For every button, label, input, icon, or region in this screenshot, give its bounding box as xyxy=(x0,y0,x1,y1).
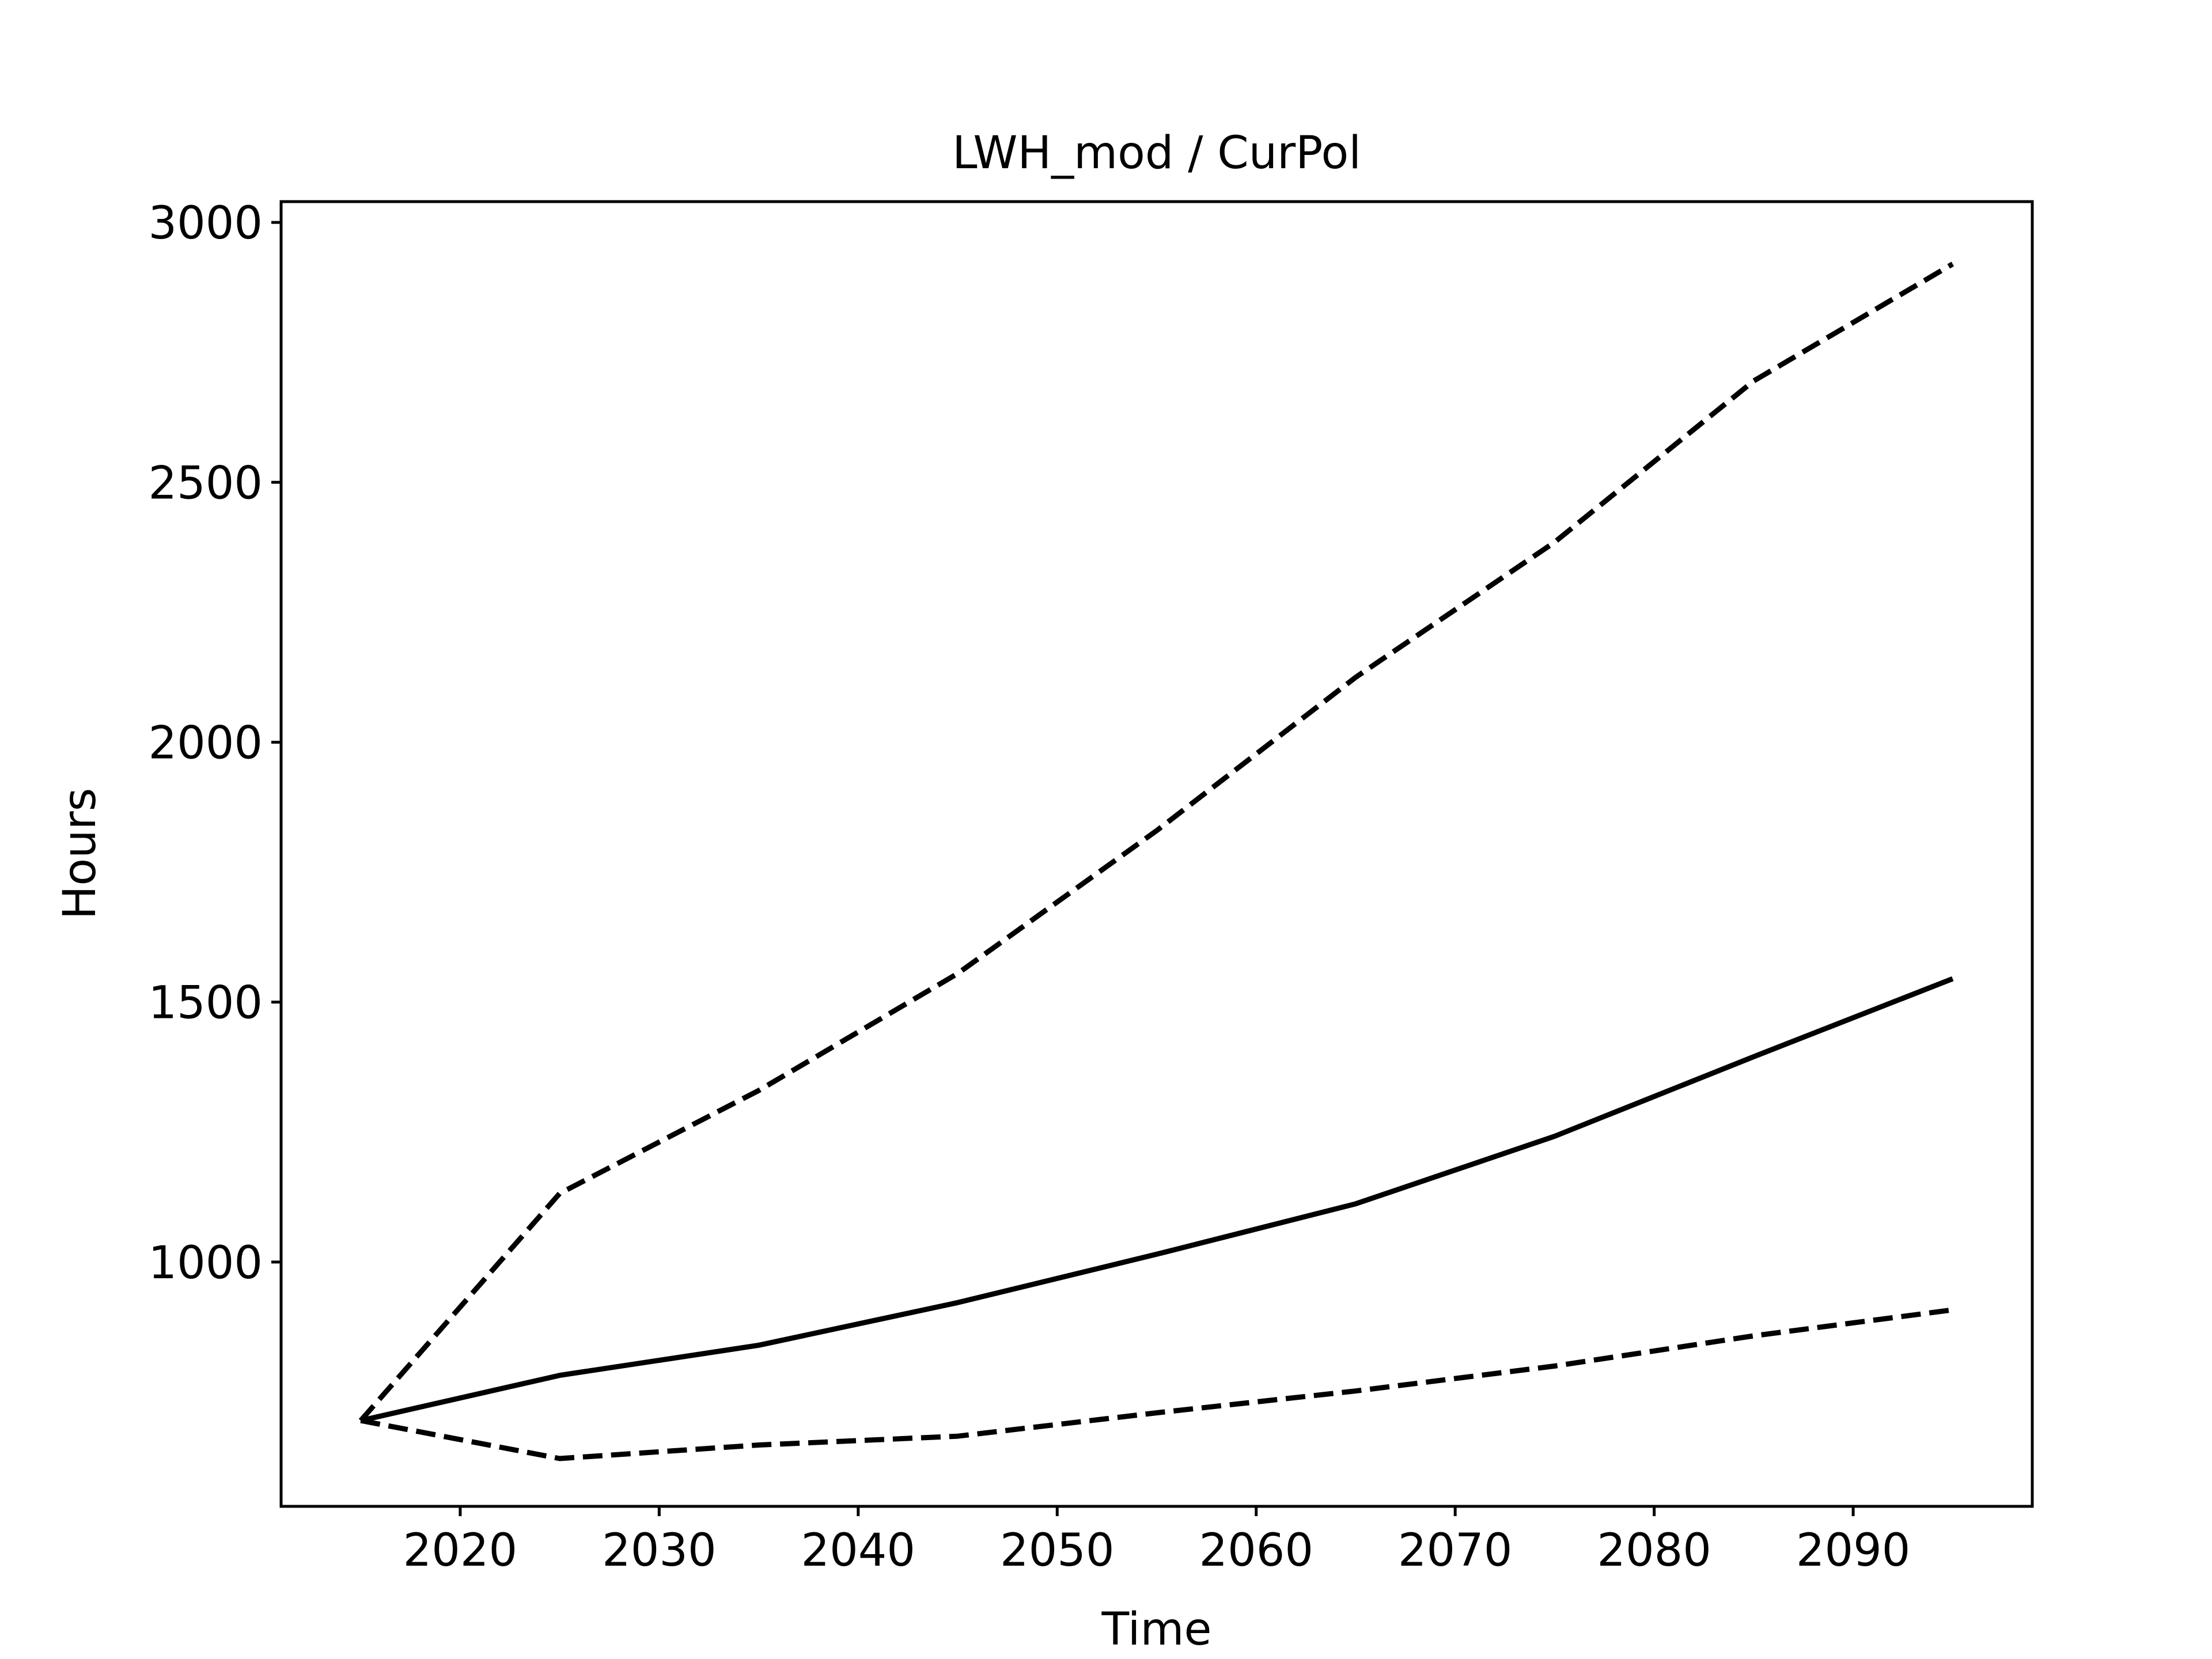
x-tick-label: 2020 xyxy=(403,1525,518,1577)
series-layer xyxy=(358,262,1955,1461)
series-line-1 xyxy=(360,976,1954,1423)
x-tick-label: 2070 xyxy=(1398,1525,1513,1577)
x-tick-label: 2050 xyxy=(1000,1525,1115,1577)
x-tick-label: 2090 xyxy=(1796,1525,1911,1577)
y-tick-label: 1500 xyxy=(148,978,263,1029)
series-line-2 xyxy=(358,262,1955,1423)
y-tick-label: 2000 xyxy=(148,717,263,769)
x-axis: 2020 2030 2040 2050 2060 2070 2080 2090 xyxy=(403,1506,1911,1577)
y-tick-label: 3000 xyxy=(148,198,263,249)
y-tick-label: 2500 xyxy=(148,457,263,509)
x-axis-label: Time xyxy=(1101,1604,1212,1656)
series-line-3 xyxy=(360,1307,1953,1461)
x-tick-label: 2040 xyxy=(801,1525,916,1577)
plot-frame xyxy=(279,200,2034,1508)
y-axis: 1000 1500 2000 2500 3000 xyxy=(148,198,281,1289)
y-tick-label: 1000 xyxy=(148,1237,263,1289)
chart-title: LWH_mod / CurPol xyxy=(952,127,1361,179)
x-tick-label: 2030 xyxy=(602,1525,717,1577)
x-tick-label: 2080 xyxy=(1597,1525,1711,1577)
x-tick-label: 2060 xyxy=(1199,1525,1313,1577)
y-axis-label: Hours xyxy=(54,788,106,920)
